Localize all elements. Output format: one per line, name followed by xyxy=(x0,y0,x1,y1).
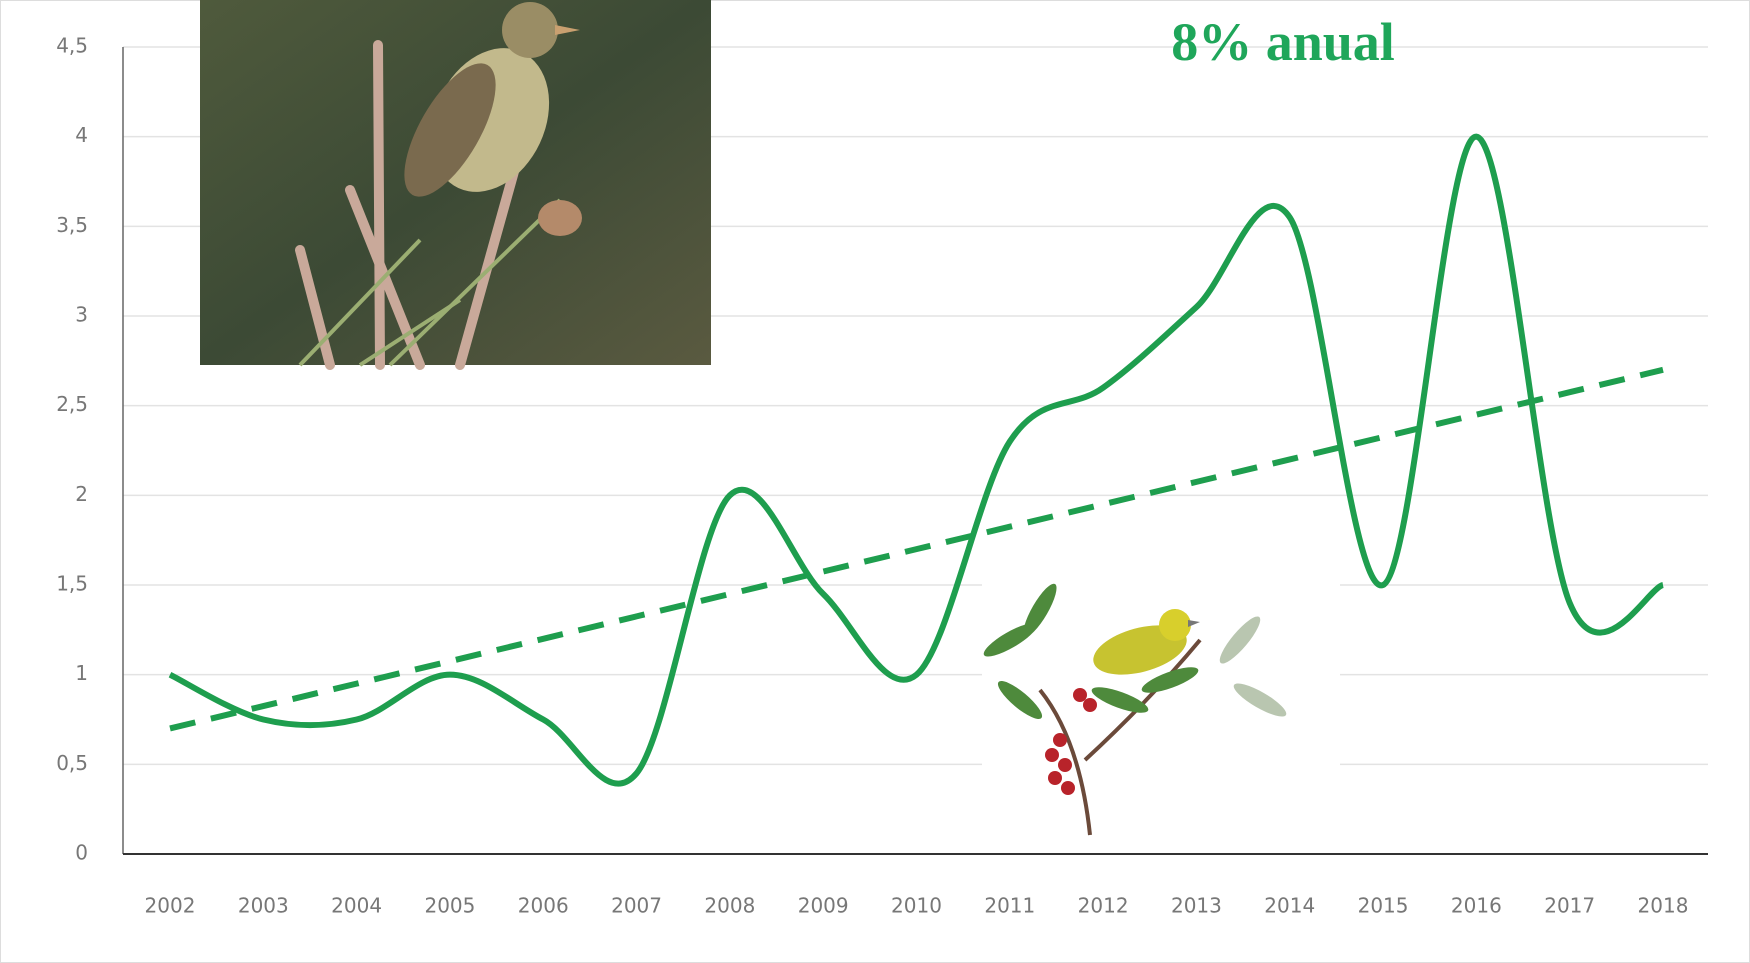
x-tick-label: 2014 xyxy=(1264,894,1315,918)
x-tick-label: 2002 xyxy=(145,894,196,918)
data-line xyxy=(168,133,1665,787)
annotation: 8% anual xyxy=(1171,12,1395,72)
x-tick-label: 2007 xyxy=(611,894,662,918)
y-tick-label: 1,5 xyxy=(56,572,88,596)
y-tick-label: 4,5 xyxy=(56,34,88,58)
y-tick-label: 3 xyxy=(75,303,88,327)
x-tick-label: 2013 xyxy=(1171,894,1222,918)
y-tick-label: 4 xyxy=(75,123,88,147)
y-tick-label: 2,5 xyxy=(56,392,88,416)
y-tick-label: 0,5 xyxy=(56,751,88,775)
y-tick-label: 2 xyxy=(75,482,88,506)
bird-illustration xyxy=(982,575,1340,837)
y-tick-label: 1 xyxy=(75,661,88,685)
x-tick-label: 2012 xyxy=(1078,894,1129,918)
x-tick-label: 2011 xyxy=(984,894,1035,918)
x-tick-label: 2009 xyxy=(798,894,849,918)
bird-photo xyxy=(200,0,711,370)
x-tick-label: 2015 xyxy=(1358,894,1409,918)
trend-line xyxy=(169,366,1664,732)
x-tick-label: 2008 xyxy=(704,894,755,918)
x-tick-label: 2016 xyxy=(1451,894,1502,918)
x-tick-label: 2018 xyxy=(1638,894,1689,918)
y-tick-label: 0 xyxy=(75,841,88,865)
x-tick-label: 2010 xyxy=(891,894,942,918)
plot-area: 0 0,5 1 1,5 2 2,5 3 3,5 4 4,5 2002 2003 2004 2005 2006… xyxy=(56,34,1708,918)
x-tick-label: 2005 xyxy=(424,894,475,918)
x-tick-label: 2003 xyxy=(238,894,289,918)
x-tick-label: 2017 xyxy=(1544,894,1595,918)
y-tick-label: 3,5 xyxy=(56,213,88,237)
x-tick-label: 2006 xyxy=(518,894,569,918)
x-tick-label: 2004 xyxy=(331,894,382,918)
